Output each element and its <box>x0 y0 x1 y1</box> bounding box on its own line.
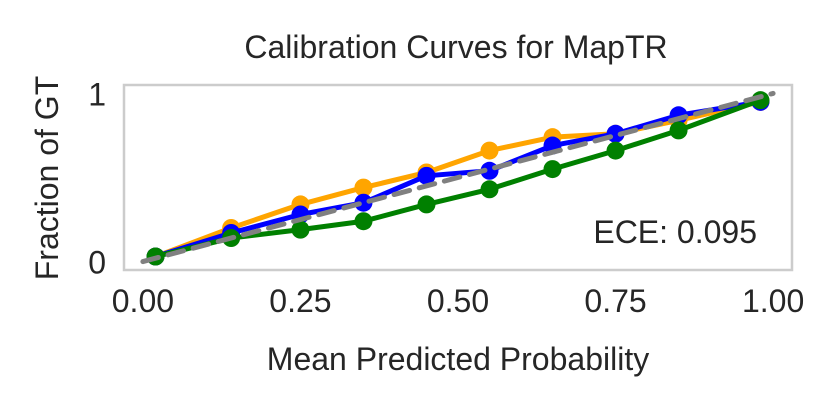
green-series-point <box>354 212 373 231</box>
green-series-point <box>669 121 688 140</box>
green-series-point <box>291 220 310 239</box>
green-series-point <box>543 160 562 179</box>
x-tick-label: 0.00 <box>112 283 174 319</box>
x-axis-ticks: 0.00 0.25 0.50 0.75 1.00 <box>112 283 804 319</box>
green-series-line <box>153 97 763 260</box>
x-tick-label: 0.75 <box>584 283 646 319</box>
x-tick-label: 1.00 <box>742 283 804 319</box>
orange-series-point <box>354 178 373 197</box>
ece-annotation: ECE: 0.095 <box>593 214 757 250</box>
orange-series-point <box>480 141 499 160</box>
perfect-calibration-line <box>140 90 776 265</box>
x-axis-label: Mean Predicted Probability <box>267 341 649 377</box>
green-series-point <box>606 141 625 160</box>
blue-series-point <box>354 193 373 212</box>
perfect-calibration <box>140 90 776 265</box>
green-series-point <box>480 180 499 199</box>
y-tick-label: 1 <box>88 76 106 112</box>
y-tick-label: 0 <box>88 245 106 281</box>
green-series-point <box>417 195 436 214</box>
x-tick-label: 0.50 <box>427 283 489 319</box>
series-layer <box>140 90 776 266</box>
y-axis-ticks: 01 <box>88 76 106 280</box>
x-tick-label: 0.25 <box>269 283 331 319</box>
y-axis-label: Fraction of GT <box>29 76 65 281</box>
blue-series-point <box>417 166 436 185</box>
chart-title: Calibration Curves for MapTR <box>244 29 667 65</box>
